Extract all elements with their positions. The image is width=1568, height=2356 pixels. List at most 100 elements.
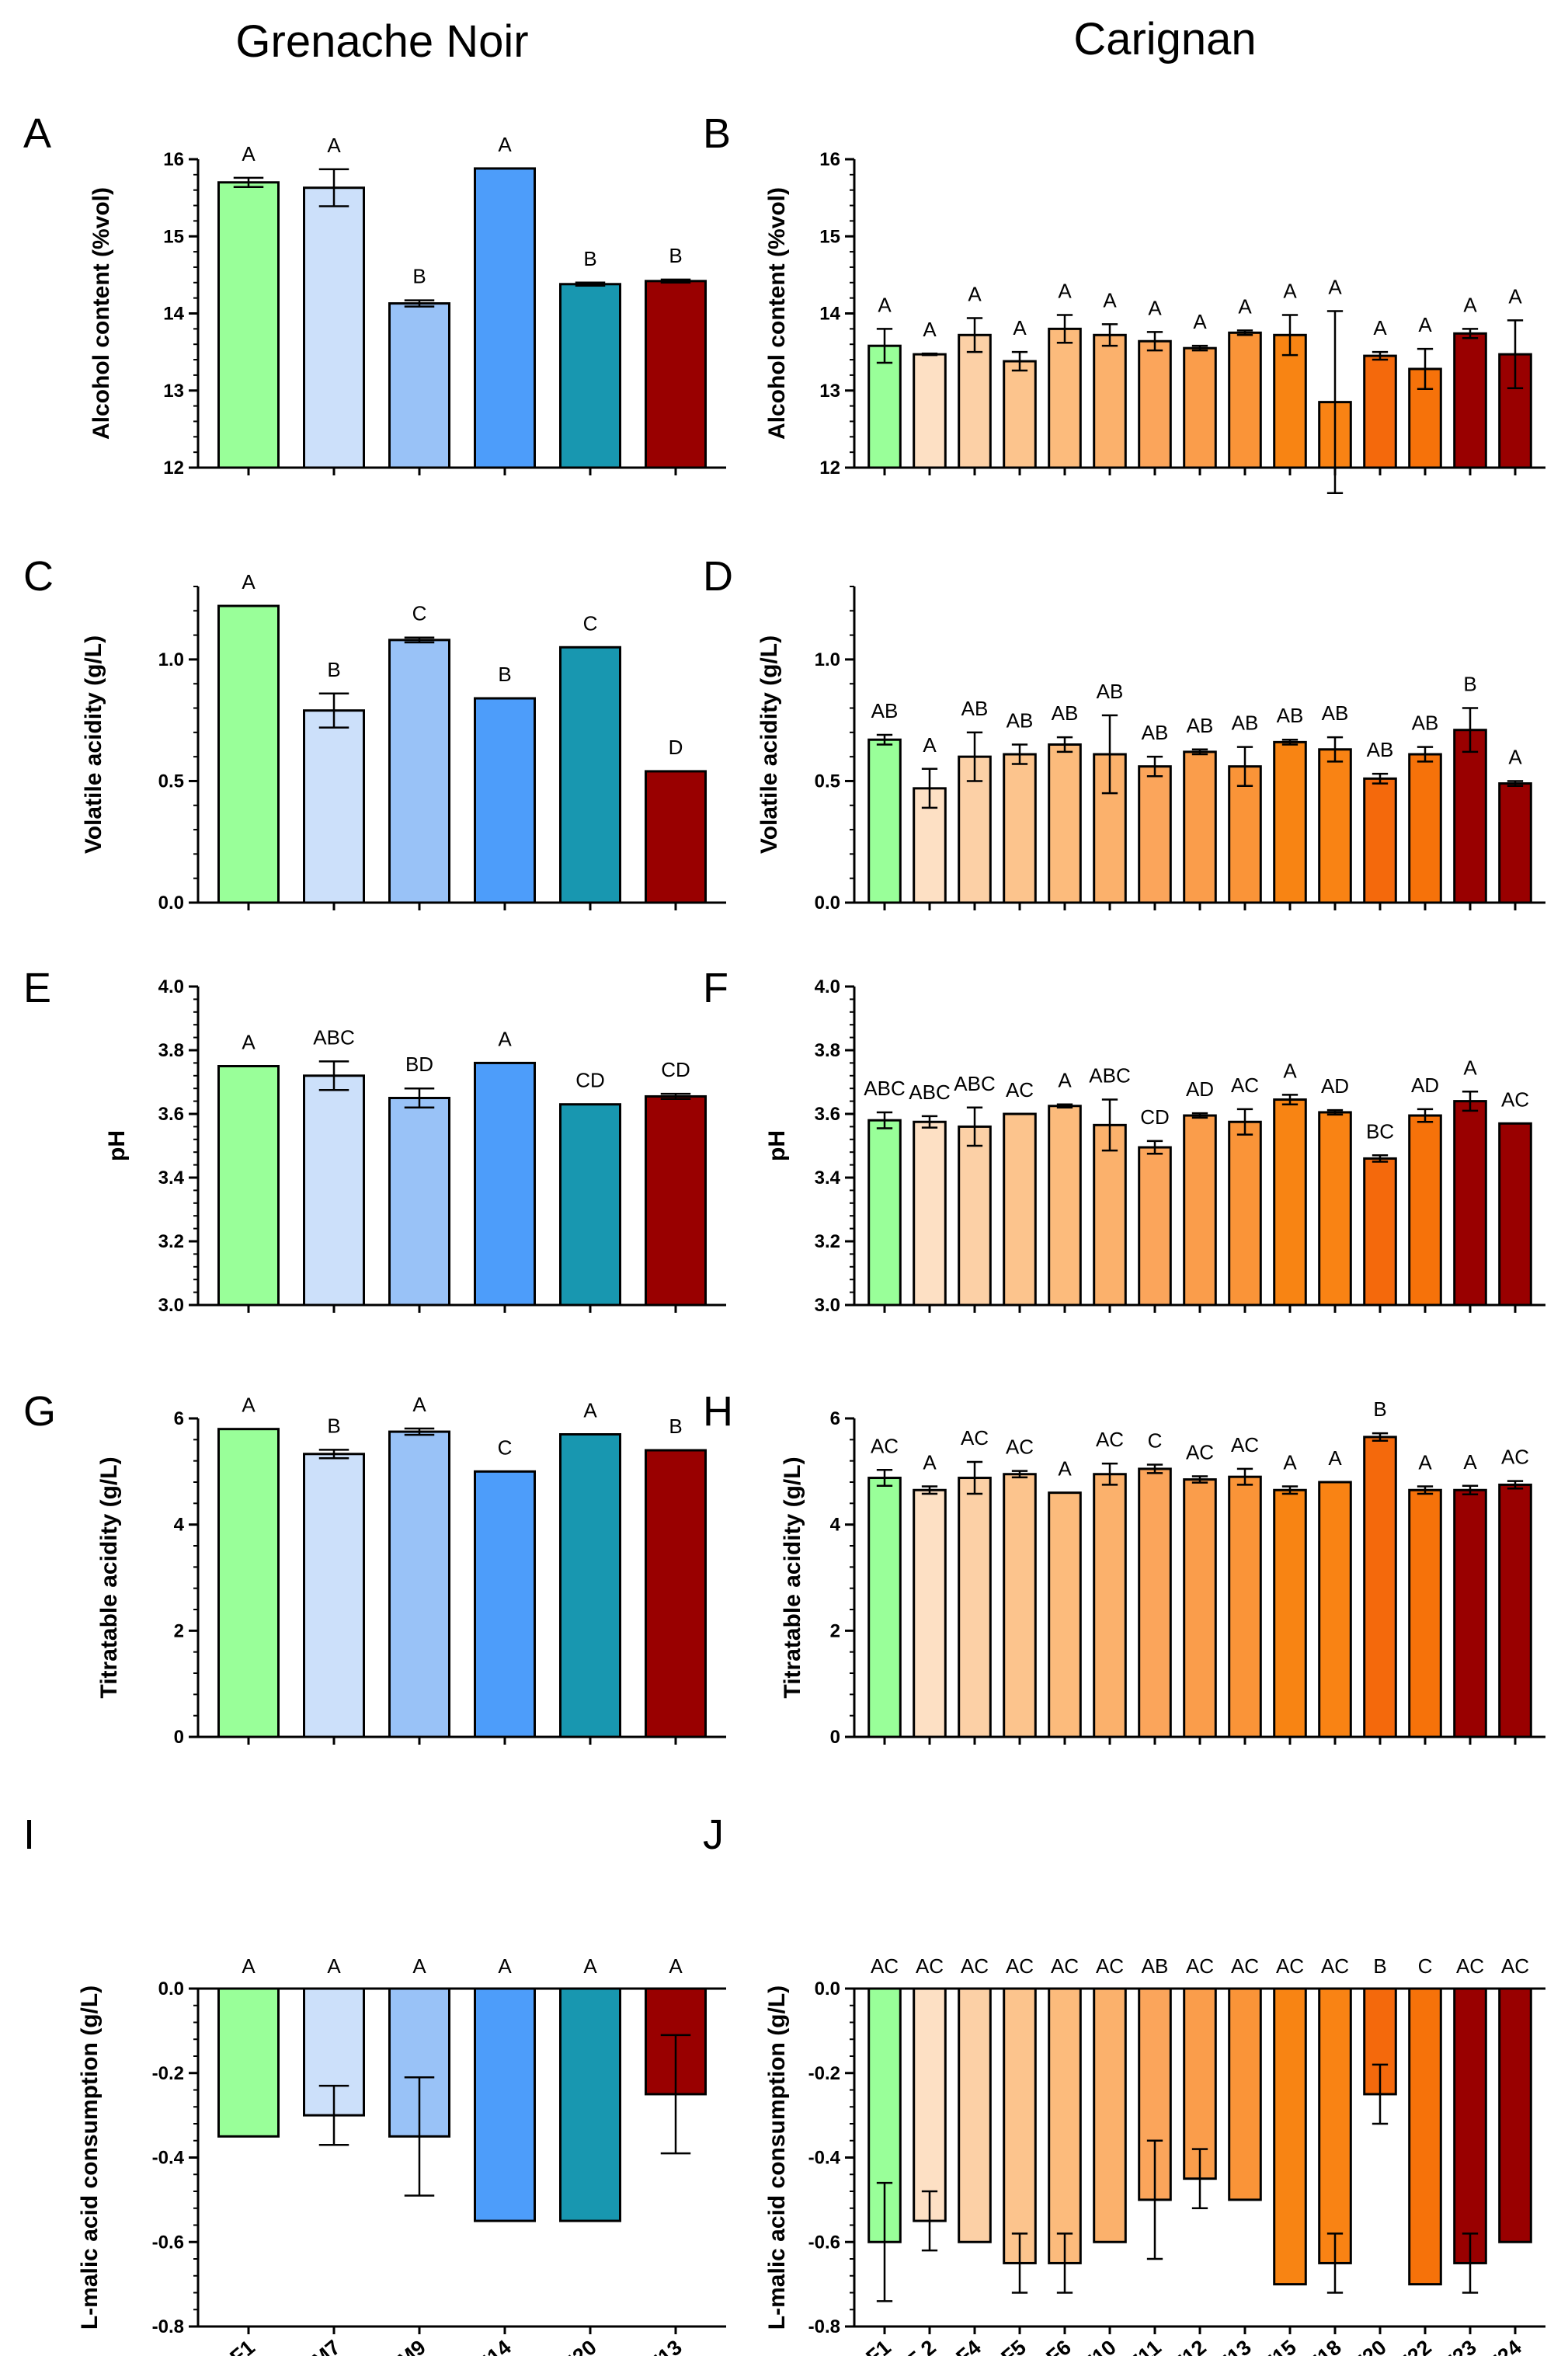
bar-ACarF23 — [1453, 1488, 1487, 1738]
significance-letter: A — [1148, 296, 1162, 319]
significance-letter: BC — [1366, 1119, 1394, 1143]
significance-letter: A — [412, 1393, 426, 1416]
significance-letter: D — [669, 736, 683, 759]
y-tick-label: -0.6 — [152, 2232, 184, 2253]
bar-AGreM20 — [559, 283, 621, 469]
y-axis-label: L-malic acid consumption (g/L) — [764, 1985, 790, 2330]
significance-letter: A — [242, 1031, 256, 1054]
significance-letter: A — [1058, 1457, 1072, 1481]
significance-letter: A — [968, 282, 982, 305]
significance-letter: A — [242, 1394, 256, 1417]
y-tick-label: 0.5 — [158, 771, 184, 792]
bar-ACarF5 — [1003, 1987, 1037, 2264]
bar-ACarF22 — [1408, 753, 1442, 904]
significance-letter: AC — [1006, 1078, 1034, 1101]
bar-AGreM9 — [388, 1097, 450, 1307]
significance-letter: AB — [1232, 712, 1259, 735]
y-tick-label: 2 — [830, 1620, 840, 1641]
bar-AGreM20 — [559, 1433, 621, 1738]
bar-ACarF11 — [1138, 1146, 1172, 1307]
y-tick-label: 13 — [163, 381, 184, 402]
significance-letter: B — [669, 244, 682, 267]
significance-letter: AB — [1097, 680, 1124, 703]
significance-letter: A — [1463, 293, 1477, 316]
bar-ACarF13 — [1228, 1120, 1262, 1307]
bar-ACarF5 — [1003, 360, 1037, 469]
bar-ACarF18 — [1318, 748, 1352, 904]
significance-letter: A — [1103, 288, 1117, 311]
y-tick-label: 4.0 — [158, 976, 184, 997]
bar-ACarF12 — [1183, 346, 1217, 469]
y-tick-label: 1.0 — [815, 649, 840, 670]
significance-letter: AC — [916, 1954, 944, 1978]
significance-letter: C — [498, 1436, 513, 1459]
bar-ACarF20 — [1363, 1157, 1397, 1307]
significance-letter: A — [1283, 1450, 1297, 1474]
significance-letter: A — [1508, 284, 1522, 308]
significance-letter: CD — [575, 1069, 605, 1092]
bar-AGreM14 — [474, 1061, 536, 1307]
significance-letter: BD — [405, 1053, 433, 1076]
significance-letter: AB — [1142, 721, 1169, 744]
significance-letter: AC — [1186, 1954, 1214, 1978]
significance-letter: A — [498, 1954, 512, 1978]
bar-ACarF23 — [1453, 332, 1487, 469]
bar-ACarF22 — [1408, 1114, 1442, 1307]
panel-letter: J — [703, 1811, 724, 1858]
panel-g: G 0 2 4 6 Titratable acidity (g/L) A B A C A B — [23, 1388, 726, 1748]
bar-OGreF1 — [217, 181, 280, 469]
y-tick-label: 12 — [819, 458, 840, 479]
significance-letter: AC — [1096, 1428, 1124, 1451]
significance-letter: A — [498, 1027, 512, 1050]
y-tick-label: 3.2 — [158, 1231, 184, 1252]
bar-AGreM20 — [559, 1987, 621, 2222]
y-tick-label: 0.5 — [815, 771, 840, 792]
x-category-label: AGreM20 — [516, 2336, 601, 2356]
significance-letter: A — [583, 1954, 597, 1978]
significance-letter: AC — [1006, 1436, 1034, 1459]
significance-letter: C — [1418, 1954, 1433, 1978]
significance-letter: ABC — [954, 1072, 995, 1095]
y-tick-label: 14 — [163, 304, 184, 325]
significance-letter: A — [242, 570, 256, 593]
bar-AGreM7 — [303, 709, 365, 904]
significance-letter: B — [412, 265, 426, 288]
bar-AGreM14 — [474, 697, 536, 904]
bar-ACarF13 — [1228, 331, 1262, 469]
panel-letter: F — [703, 965, 728, 1011]
y-tick-label: 3.4 — [158, 1168, 185, 1188]
bar-AGreM20 — [559, 1103, 621, 1307]
y-axis-label: pH — [104, 1130, 130, 1161]
significance-letter: AD — [1411, 1074, 1439, 1097]
bar-AGreM9 — [388, 302, 450, 469]
significance-letter: A — [1193, 310, 1207, 333]
significance-letter: AC — [1456, 1954, 1484, 1978]
bar-AGreM9 — [388, 1430, 450, 1738]
y-axis-label: pH — [764, 1130, 790, 1161]
bar-ACarF18 — [1318, 1481, 1352, 1738]
significance-letter: AC — [961, 1426, 989, 1449]
x-category-label: AGreF13 — [604, 2336, 687, 2356]
panel-h: H 0 2 4 6 Titratable acidity (g/L) AC A AC AC A AC C… — [703, 1388, 1545, 1748]
significance-letter: AB — [871, 699, 899, 722]
significance-letter: CD — [1140, 1105, 1170, 1129]
y-tick-label: -0.4 — [808, 2148, 841, 2169]
bar-ACarF23 — [1453, 1100, 1487, 1307]
column-title-carignan: Carignan — [1073, 14, 1256, 64]
significance-letter: AD — [1321, 1074, 1349, 1098]
panel-e: E 3.0 3.2 3.4 3.6 3.8 4.0 pH A ABC BD A CD CD — [23, 965, 726, 1316]
bar-ACarF15 — [1273, 740, 1307, 904]
y-tick-label: 12 — [163, 458, 184, 479]
bar-ACarF20 — [1363, 777, 1397, 904]
y-tick-label: 6 — [174, 1408, 184, 1429]
panel-letter: D — [703, 553, 733, 600]
significance-letter: C — [1148, 1429, 1163, 1452]
significance-letter: AC — [1051, 1954, 1079, 1978]
y-tick-label: 3.8 — [815, 1040, 840, 1061]
bar-ACarF11 — [1138, 339, 1172, 469]
bar-ACarF4 — [958, 1987, 992, 2243]
significance-letter: A — [923, 733, 937, 757]
y-tick-label: 0.0 — [815, 893, 840, 914]
y-axis-label: Alcohol content (%vol) — [89, 187, 114, 440]
y-axis-label: L-malic acid consumption (g/L) — [77, 1985, 103, 2330]
